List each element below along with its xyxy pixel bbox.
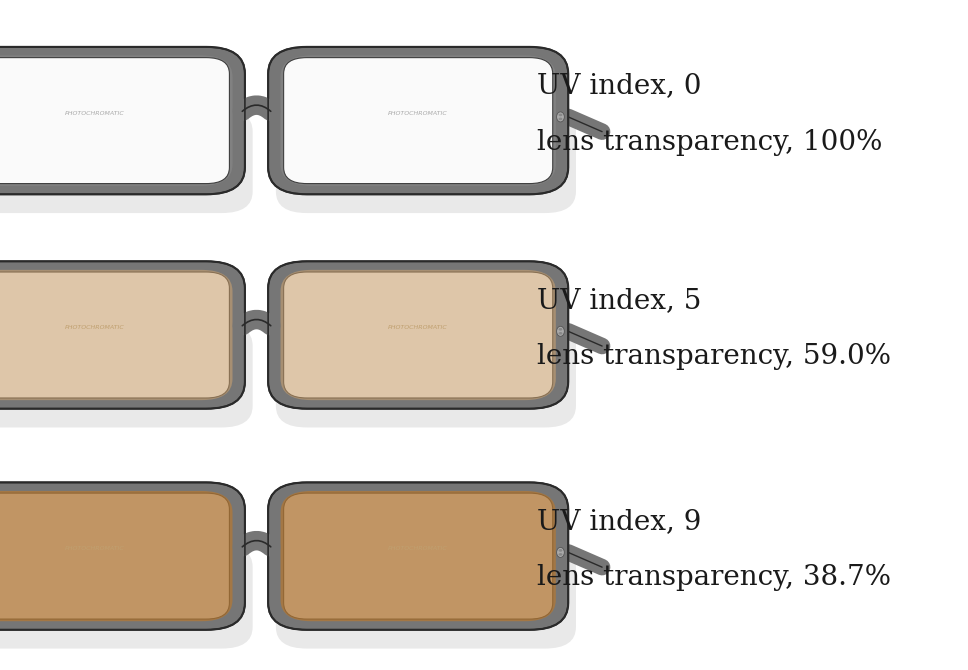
FancyBboxPatch shape	[0, 324, 253, 427]
Ellipse shape	[290, 529, 516, 546]
Ellipse shape	[0, 542, 177, 558]
FancyBboxPatch shape	[276, 52, 560, 189]
FancyBboxPatch shape	[284, 493, 553, 619]
FancyBboxPatch shape	[0, 52, 237, 189]
Text: PHOTOCHROMATIC: PHOTOCHROMATIC	[388, 325, 448, 330]
FancyBboxPatch shape	[284, 272, 553, 398]
FancyBboxPatch shape	[0, 110, 253, 213]
FancyBboxPatch shape	[276, 488, 560, 624]
FancyBboxPatch shape	[0, 272, 229, 398]
Text: lens transparency, 38.7%: lens transparency, 38.7%	[537, 564, 892, 591]
Ellipse shape	[559, 332, 562, 335]
FancyArrowPatch shape	[242, 105, 271, 111]
Ellipse shape	[306, 321, 500, 337]
Ellipse shape	[0, 308, 193, 325]
FancyBboxPatch shape	[0, 56, 232, 186]
FancyBboxPatch shape	[0, 47, 245, 194]
FancyArrowPatch shape	[242, 105, 271, 111]
FancyBboxPatch shape	[268, 47, 568, 194]
Text: lens transparency, 100%: lens transparency, 100%	[537, 129, 883, 155]
FancyBboxPatch shape	[281, 270, 556, 400]
FancyBboxPatch shape	[268, 482, 568, 630]
FancyBboxPatch shape	[0, 493, 229, 619]
Text: PHOTOCHROMATIC: PHOTOCHROMATIC	[388, 546, 448, 551]
Ellipse shape	[290, 308, 516, 325]
Ellipse shape	[0, 529, 193, 546]
FancyBboxPatch shape	[0, 482, 245, 630]
Ellipse shape	[0, 98, 170, 117]
Ellipse shape	[559, 118, 562, 121]
FancyBboxPatch shape	[276, 110, 576, 213]
Ellipse shape	[559, 328, 562, 330]
FancyArrowPatch shape	[242, 320, 271, 326]
Ellipse shape	[306, 542, 500, 558]
Ellipse shape	[0, 555, 163, 572]
Ellipse shape	[559, 549, 562, 552]
FancyArrowPatch shape	[242, 541, 271, 547]
FancyBboxPatch shape	[268, 261, 568, 409]
Text: PHOTOCHROMATIC: PHOTOCHROMATIC	[388, 111, 448, 116]
FancyBboxPatch shape	[276, 545, 576, 649]
Ellipse shape	[557, 547, 564, 557]
FancyBboxPatch shape	[0, 488, 237, 624]
FancyBboxPatch shape	[276, 267, 560, 403]
Ellipse shape	[557, 112, 564, 122]
Text: UV index, 0: UV index, 0	[537, 72, 702, 99]
Text: PHOTOCHROMATIC: PHOTOCHROMATIC	[65, 111, 125, 116]
FancyBboxPatch shape	[0, 261, 245, 409]
Ellipse shape	[320, 334, 486, 350]
Text: PHOTOCHROMATIC: PHOTOCHROMATIC	[65, 325, 125, 330]
FancyBboxPatch shape	[0, 58, 229, 184]
Ellipse shape	[314, 98, 494, 117]
FancyBboxPatch shape	[0, 545, 253, 649]
Ellipse shape	[559, 553, 562, 556]
FancyBboxPatch shape	[0, 491, 232, 621]
Text: UV index, 5: UV index, 5	[537, 287, 702, 314]
FancyBboxPatch shape	[281, 491, 556, 621]
Text: UV index, 9: UV index, 9	[537, 508, 702, 535]
FancyArrowPatch shape	[242, 541, 271, 547]
Ellipse shape	[0, 321, 177, 337]
FancyBboxPatch shape	[276, 324, 576, 427]
Ellipse shape	[557, 326, 564, 336]
Ellipse shape	[559, 114, 562, 117]
FancyBboxPatch shape	[284, 58, 553, 184]
FancyBboxPatch shape	[0, 270, 232, 400]
FancyBboxPatch shape	[281, 56, 556, 186]
FancyArrowPatch shape	[242, 320, 271, 326]
Text: lens transparency, 59.0%: lens transparency, 59.0%	[537, 343, 892, 370]
Ellipse shape	[0, 334, 163, 350]
FancyBboxPatch shape	[0, 267, 237, 403]
Ellipse shape	[320, 555, 486, 572]
Text: PHOTOCHROMATIC: PHOTOCHROMATIC	[65, 546, 125, 551]
